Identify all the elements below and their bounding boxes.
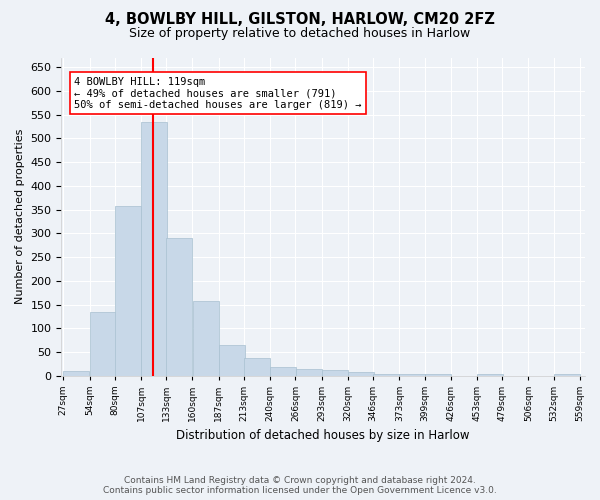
- Text: 4, BOWLBY HILL, GILSTON, HARLOW, CM20 2FZ: 4, BOWLBY HILL, GILSTON, HARLOW, CM20 2F…: [105, 12, 495, 28]
- Bar: [244, 358, 270, 376]
- Bar: [373, 374, 399, 376]
- X-axis label: Distribution of detached houses by size in Harlow: Distribution of detached houses by size …: [176, 430, 470, 442]
- Bar: [115, 206, 141, 376]
- Text: Size of property relative to detached houses in Harlow: Size of property relative to detached ho…: [130, 28, 470, 40]
- Bar: [296, 368, 322, 376]
- Y-axis label: Number of detached properties: Number of detached properties: [15, 129, 25, 304]
- Bar: [64, 371, 89, 376]
- Bar: [193, 301, 218, 376]
- Bar: [425, 374, 451, 376]
- Bar: [400, 374, 425, 376]
- Bar: [477, 374, 503, 376]
- Bar: [166, 238, 193, 376]
- Bar: [348, 372, 374, 376]
- Text: Contains HM Land Registry data © Crown copyright and database right 2024.
Contai: Contains HM Land Registry data © Crown c…: [103, 476, 497, 495]
- Text: 4 BOWLBY HILL: 119sqm
← 49% of detached houses are smaller (791)
50% of semi-det: 4 BOWLBY HILL: 119sqm ← 49% of detached …: [74, 76, 362, 110]
- Bar: [322, 370, 348, 376]
- Bar: [141, 122, 167, 376]
- Bar: [554, 374, 580, 376]
- Bar: [219, 345, 245, 376]
- Bar: [271, 367, 296, 376]
- Bar: [90, 312, 116, 376]
